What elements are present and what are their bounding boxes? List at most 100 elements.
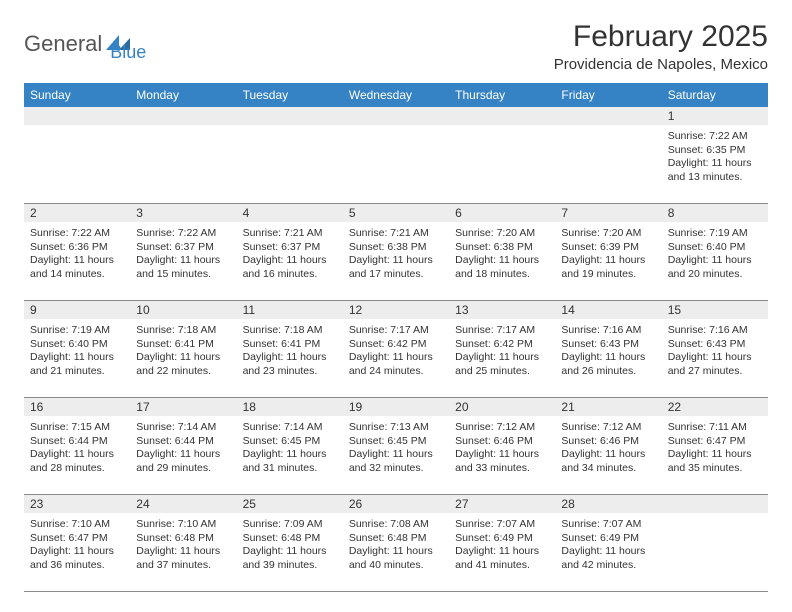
day-cell: Sunrise: 7:20 AM Sunset: 6:38 PM Dayligh… — [449, 222, 555, 300]
day-number: 23 — [24, 495, 130, 513]
weekday-header-tuesday: Tuesday — [237, 83, 343, 107]
day-details-text: Sunrise: 7:10 AM Sunset: 6:47 PM Dayligh… — [30, 516, 124, 573]
weekday-header-monday: Monday — [130, 83, 236, 107]
day-number: 25 — [237, 495, 343, 513]
day-number: 2 — [24, 204, 130, 222]
day-cell: Sunrise: 7:07 AM Sunset: 6:49 PM Dayligh… — [449, 513, 555, 591]
day-cell: Sunrise: 7:10 AM Sunset: 6:48 PM Dayligh… — [130, 513, 236, 591]
day-details-text: Sunrise: 7:17 AM Sunset: 6:42 PM Dayligh… — [455, 322, 549, 379]
day-cell — [555, 125, 661, 203]
day-number — [130, 107, 236, 125]
day-cell: Sunrise: 7:14 AM Sunset: 6:45 PM Dayligh… — [237, 416, 343, 494]
day-number: 7 — [555, 204, 661, 222]
day-number: 5 — [343, 204, 449, 222]
day-cell: Sunrise: 7:20 AM Sunset: 6:39 PM Dayligh… — [555, 222, 661, 300]
day-number: 22 — [662, 398, 768, 416]
day-number — [24, 107, 130, 125]
day-cell: Sunrise: 7:15 AM Sunset: 6:44 PM Dayligh… — [24, 416, 130, 494]
week-row: 16171819202122 Sunrise: 7:15 AM Sunset: 6… — [24, 398, 768, 495]
day-details-text — [455, 128, 549, 130]
day-number — [662, 495, 768, 513]
month-title: February 2025 — [554, 20, 768, 54]
day-details-text: Sunrise: 7:22 AM Sunset: 6:37 PM Dayligh… — [136, 225, 230, 282]
day-cell: Sunrise: 7:16 AM Sunset: 6:43 PM Dayligh… — [662, 319, 768, 397]
day-details-text: Sunrise: 7:17 AM Sunset: 6:42 PM Dayligh… — [349, 322, 443, 379]
day-details-text: Sunrise: 7:15 AM Sunset: 6:44 PM Dayligh… — [30, 419, 124, 476]
day-details-text: Sunrise: 7:09 AM Sunset: 6:48 PM Dayligh… — [243, 516, 337, 573]
day-details-text: Sunrise: 7:18 AM Sunset: 6:41 PM Dayligh… — [243, 322, 337, 379]
day-cell: Sunrise: 7:18 AM Sunset: 6:41 PM Dayligh… — [130, 319, 236, 397]
weekday-header-saturday: Saturday — [662, 83, 768, 107]
day-number: 9 — [24, 301, 130, 319]
day-number: 3 — [130, 204, 236, 222]
day-number: 26 — [343, 495, 449, 513]
week-row: 232425262728 Sunrise: 7:10 AM Sunset: 6:4… — [24, 495, 768, 592]
day-cell: Sunrise: 7:16 AM Sunset: 6:43 PM Dayligh… — [555, 319, 661, 397]
day-number: 17 — [130, 398, 236, 416]
day-number — [449, 107, 555, 125]
day-details-row: Sunrise: 7:15 AM Sunset: 6:44 PM Dayligh… — [24, 416, 768, 494]
day-number-row: 9101112131415 — [24, 301, 768, 319]
day-cell: Sunrise: 7:07 AM Sunset: 6:49 PM Dayligh… — [555, 513, 661, 591]
day-details-text — [561, 128, 655, 130]
day-number: 14 — [555, 301, 661, 319]
day-cell: Sunrise: 7:22 AM Sunset: 6:37 PM Dayligh… — [130, 222, 236, 300]
title-block: February 2025 Providencia de Napoles, Me… — [554, 20, 768, 73]
day-number: 28 — [555, 495, 661, 513]
day-cell — [662, 513, 768, 591]
day-cell — [237, 125, 343, 203]
day-number-row: 2345678 — [24, 204, 768, 222]
day-cell — [343, 125, 449, 203]
day-number: 19 — [343, 398, 449, 416]
day-number: 6 — [449, 204, 555, 222]
day-details-text: Sunrise: 7:12 AM Sunset: 6:46 PM Dayligh… — [561, 419, 655, 476]
day-number: 12 — [343, 301, 449, 319]
day-cell: Sunrise: 7:19 AM Sunset: 6:40 PM Dayligh… — [24, 319, 130, 397]
day-details-text — [30, 128, 124, 130]
weekday-header-thursday: Thursday — [449, 83, 555, 107]
day-details-text: Sunrise: 7:14 AM Sunset: 6:45 PM Dayligh… — [243, 419, 337, 476]
calendar: Sunday Monday Tuesday Wednesday Thursday… — [24, 83, 768, 592]
day-cell: Sunrise: 7:22 AM Sunset: 6:36 PM Dayligh… — [24, 222, 130, 300]
day-details-text — [349, 128, 443, 130]
day-number: 27 — [449, 495, 555, 513]
day-details-text: Sunrise: 7:19 AM Sunset: 6:40 PM Dayligh… — [30, 322, 124, 379]
day-details-text: Sunrise: 7:10 AM Sunset: 6:48 PM Dayligh… — [136, 516, 230, 573]
day-cell: Sunrise: 7:08 AM Sunset: 6:48 PM Dayligh… — [343, 513, 449, 591]
day-details-text: Sunrise: 7:12 AM Sunset: 6:46 PM Dayligh… — [455, 419, 549, 476]
day-details-text: Sunrise: 7:07 AM Sunset: 6:49 PM Dayligh… — [455, 516, 549, 573]
day-number: 18 — [237, 398, 343, 416]
day-number-row: 16171819202122 — [24, 398, 768, 416]
day-details-text: Sunrise: 7:16 AM Sunset: 6:43 PM Dayligh… — [668, 322, 762, 379]
weekday-header-row: Sunday Monday Tuesday Wednesday Thursday… — [24, 83, 768, 107]
week-row: 2345678Sunrise: 7:22 AM Sunset: 6:36 PM … — [24, 204, 768, 301]
day-details-text — [668, 516, 762, 518]
day-cell: Sunrise: 7:13 AM Sunset: 6:45 PM Dayligh… — [343, 416, 449, 494]
day-number — [555, 107, 661, 125]
week-row: 9101112131415 Sunrise: 7:19 AM Sunset: 6:… — [24, 301, 768, 398]
day-number: 1 — [662, 107, 768, 125]
day-details-text — [136, 128, 230, 130]
day-details-row: Sunrise: 7:10 AM Sunset: 6:47 PM Dayligh… — [24, 513, 768, 591]
day-details-text: Sunrise: 7:18 AM Sunset: 6:41 PM Dayligh… — [136, 322, 230, 379]
day-cell: Sunrise: 7:18 AM Sunset: 6:41 PM Dayligh… — [237, 319, 343, 397]
day-details-text: Sunrise: 7:08 AM Sunset: 6:48 PM Dayligh… — [349, 516, 443, 573]
location-text: Providencia de Napoles, Mexico — [554, 56, 768, 73]
day-details-text: Sunrise: 7:21 AM Sunset: 6:37 PM Dayligh… — [243, 225, 337, 282]
day-cell: Sunrise: 7:14 AM Sunset: 6:44 PM Dayligh… — [130, 416, 236, 494]
weekday-header-sunday: Sunday — [24, 83, 130, 107]
day-cell: Sunrise: 7:21 AM Sunset: 6:38 PM Dayligh… — [343, 222, 449, 300]
day-number: 21 — [555, 398, 661, 416]
day-number: 4 — [237, 204, 343, 222]
weekday-header-friday: Friday — [555, 83, 661, 107]
day-number: 15 — [662, 301, 768, 319]
day-details-text: Sunrise: 7:21 AM Sunset: 6:38 PM Dayligh… — [349, 225, 443, 282]
day-cell: Sunrise: 7:09 AM Sunset: 6:48 PM Dayligh… — [237, 513, 343, 591]
day-cell: Sunrise: 7:10 AM Sunset: 6:47 PM Dayligh… — [24, 513, 130, 591]
day-number-row: 232425262728 — [24, 495, 768, 513]
day-cell — [130, 125, 236, 203]
day-number: 20 — [449, 398, 555, 416]
day-details-row: Sunrise: 7:19 AM Sunset: 6:40 PM Dayligh… — [24, 319, 768, 397]
day-cell: Sunrise: 7:19 AM Sunset: 6:40 PM Dayligh… — [662, 222, 768, 300]
day-details-text: Sunrise: 7:22 AM Sunset: 6:35 PM Dayligh… — [668, 128, 762, 185]
